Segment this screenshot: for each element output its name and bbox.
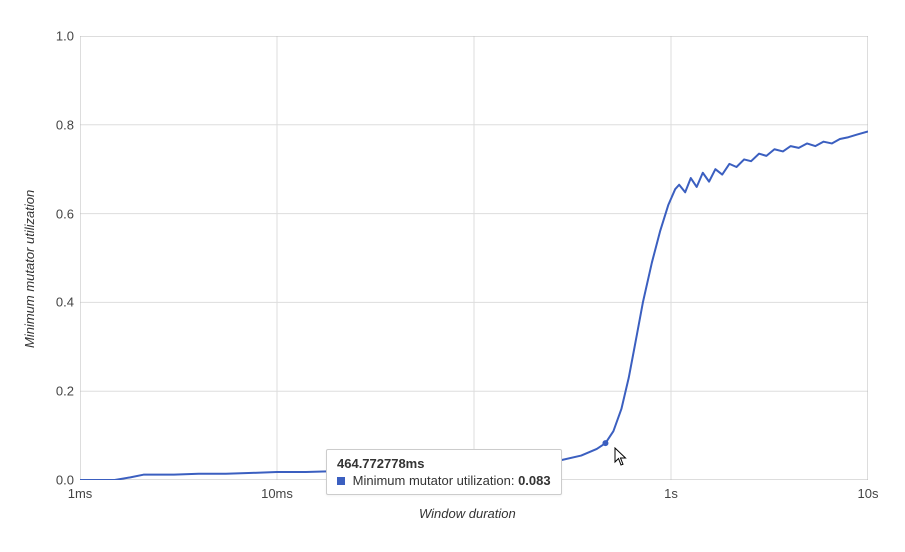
tooltip-title: 464.772778ms: [337, 456, 551, 471]
plot-area[interactable]: [80, 36, 868, 480]
tooltip-value: 0.083: [518, 473, 551, 488]
y-tick-label: 0.6: [46, 206, 74, 221]
hover-marker: [602, 440, 608, 446]
tooltip: 464.772778ms Minimum mutator utilization…: [326, 449, 562, 495]
tooltip-row: Minimum mutator utilization: 0.083: [337, 473, 551, 488]
y-tick-label: 0.8: [46, 117, 74, 132]
tooltip-swatch: [337, 477, 345, 485]
x-tick-label: 10ms: [261, 486, 293, 501]
y-tick-label: 0.2: [46, 384, 74, 399]
tooltip-series-label: Minimum mutator utilization:: [353, 473, 518, 488]
x-tick-label: 1s: [664, 486, 678, 501]
y-tick-label: 1.0: [46, 29, 74, 44]
plot-svg: [80, 36, 868, 480]
x-tick-label: 10s: [858, 486, 879, 501]
y-tick-label: 0.4: [46, 295, 74, 310]
y-tick-label: 0.0: [46, 473, 74, 488]
y-axis-label: Minimum mutator utilization: [22, 190, 37, 348]
x-axis-label: Window duration: [419, 506, 516, 521]
x-tick-label: 1ms: [68, 486, 93, 501]
chart-container: Minimum mutator utilization Window durat…: [0, 0, 905, 552]
